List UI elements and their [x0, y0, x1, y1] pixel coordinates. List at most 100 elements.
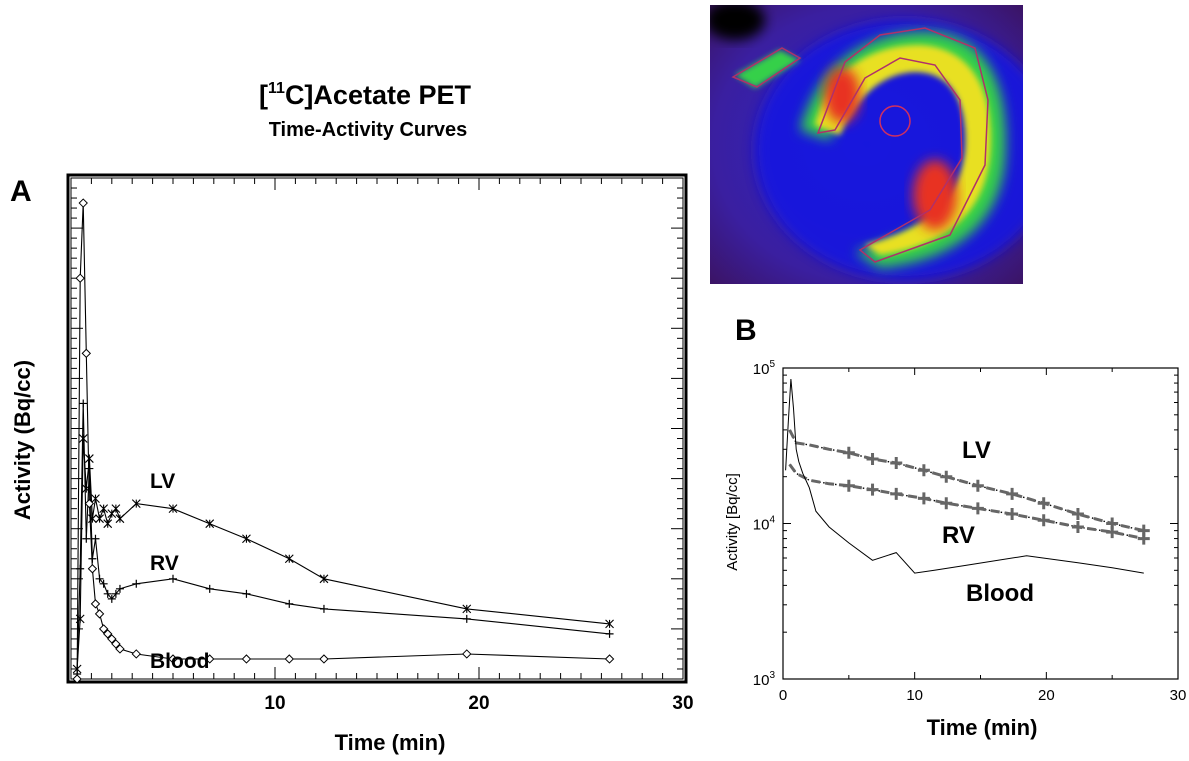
panel-a-point-blood — [111, 639, 121, 649]
panel-b-xlabel: Time (min) — [927, 715, 1038, 740]
panel-a-point-blood — [103, 629, 113, 639]
panel-b-point-rv — [1006, 508, 1019, 521]
panel-b-x-tick-label: 30 — [1170, 687, 1187, 704]
panel-a-point-blood — [98, 624, 109, 634]
panel-b-point-rv — [890, 487, 903, 500]
panel-b-point-rv — [971, 502, 984, 515]
panel-a-point-blood — [131, 649, 141, 659]
panel-a-point-rv — [462, 614, 471, 623]
title-isotope: 11 — [268, 80, 285, 97]
panel-a-point-rv — [76, 564, 85, 573]
panel-b-point-lv — [866, 452, 879, 465]
panel-b-point-rv — [940, 497, 953, 510]
panel-a-series-rv-line — [76, 403, 610, 675]
panel-a-point-blood — [319, 654, 329, 664]
panel-a-point-rv — [285, 599, 294, 608]
panel-a-point-rv — [107, 594, 116, 603]
panel-a-point-lv — [462, 604, 472, 614]
panel-a-point-rv — [132, 579, 141, 588]
panel-a-point-lv — [242, 534, 251, 544]
panel-a-point-blood — [107, 634, 117, 644]
panel-b-point-rv — [1071, 520, 1084, 533]
panel-a-point-lv — [84, 454, 94, 463]
panel-b-x-tick-label: 20 — [1038, 687, 1055, 704]
panel-a-point-rv — [82, 534, 91, 543]
panel-a-point-blood — [81, 348, 92, 359]
panel-a-point-blood — [462, 649, 472, 659]
panel-a-x-tick-label: 30 — [672, 693, 693, 714]
panel-a-frame — [66, 173, 688, 684]
panel-a-point-rv — [205, 584, 214, 593]
panel-b-annotation-blood: Blood — [966, 580, 1034, 607]
panel-a-point-lv — [205, 519, 215, 529]
panel-b-ylabel: Activity [Bq/cc] — [724, 473, 741, 571]
panel-a-point-lv — [103, 519, 113, 529]
panel-b-frame — [782, 367, 1179, 680]
panel-b-annotation-lv: LV — [962, 437, 991, 464]
panel-b-point-rv — [1037, 514, 1050, 527]
panel-b-annotation-rv: RV — [942, 522, 975, 549]
panel-a-point-blood — [241, 654, 252, 664]
panel-b-point-lv — [1006, 487, 1019, 500]
panel-a-point-blood — [87, 564, 98, 574]
panel-a-xlabel: Time (min) — [335, 730, 446, 755]
panel-b-chart: 0 10 20 30 103 104 105 Time (min) Activity [Bq… — [724, 359, 1186, 740]
panel-a-point-blood — [604, 654, 615, 664]
panel-a-annotation-blood: Blood — [150, 650, 209, 673]
panel-a-point-blood — [84, 498, 95, 509]
title-main: C]Acetate PET — [285, 80, 472, 110]
panel-b-point-rv — [1106, 526, 1119, 539]
panel-a-point-rv — [79, 399, 88, 408]
panel-a-point-blood — [168, 654, 178, 664]
panel-a-label: A — [10, 175, 32, 208]
panel-a-annotation-rv: RV — [150, 552, 179, 575]
panel-b-point-lv — [842, 446, 855, 459]
panel-a-point-blood — [90, 599, 101, 609]
panel-a-point-rv — [91, 534, 100, 543]
panel-a-point-lv — [319, 574, 329, 584]
panel-a-point-blood — [205, 654, 215, 664]
panel-a-point-rv — [95, 574, 104, 583]
panel-a-point-lv — [99, 504, 109, 514]
panel-b-y-tick-label: 105 — [753, 359, 776, 378]
panel-a-point-rv — [103, 589, 112, 598]
panel-b-point-lv — [917, 464, 930, 477]
panel-a-x-tick-label: 20 — [468, 693, 489, 714]
panel-a-point-blood — [72, 674, 82, 684]
figure-subtitle: Time-Activity Curves — [269, 119, 468, 141]
figure-title: [11C]Acetate PET — [259, 80, 471, 110]
panel-b-point-rv — [1137, 532, 1150, 545]
panel-b-y-tick-label: 103 — [753, 670, 776, 689]
panel-a-point-lv — [107, 509, 117, 519]
panel-a-point-lv — [131, 499, 141, 509]
panel-a-point-lv — [95, 514, 104, 524]
panel-b-point-lv — [1037, 497, 1050, 510]
panel-b-point-lv — [971, 479, 984, 492]
panel-a-point-lv — [168, 504, 178, 514]
pet-heart-image — [710, 5, 1023, 284]
panel-a-point-rv — [319, 604, 328, 613]
panel-b-point-lv — [890, 456, 903, 469]
panel-b-label: B — [735, 314, 757, 347]
panel-a-point-rv — [605, 629, 614, 638]
panel-a-point-rv — [242, 589, 251, 598]
panel-a-point-lv — [605, 619, 614, 629]
panel-a-x-tick-label: 10 — [264, 693, 285, 714]
panel-a-point-rv — [99, 579, 108, 588]
panel-a-annotation-lv: LV — [150, 470, 175, 493]
panel-a-point-lv — [284, 554, 294, 564]
panel-a-point-rv — [85, 464, 94, 473]
panel-a-point-lv — [115, 514, 125, 524]
panel-a-chart: 10 20 30 Time (min) Activity (Bq/cc) LV RV… — [10, 173, 694, 755]
panel-a-ylabel: Activity (Bq/cc) — [10, 360, 35, 520]
panel-a-point-lv — [91, 494, 100, 504]
panel-a-point-blood — [75, 273, 85, 283]
panel-b-series-blood-line — [785, 378, 1144, 574]
panel-a-point-lv — [78, 434, 88, 443]
panel-a-point-rv — [169, 574, 177, 583]
panel-b-y-tick-label: 104 — [753, 515, 776, 534]
panel-b-point-rv — [866, 483, 879, 496]
panel-b-point-rv — [842, 479, 855, 492]
panel-b-point-rv — [917, 492, 930, 505]
